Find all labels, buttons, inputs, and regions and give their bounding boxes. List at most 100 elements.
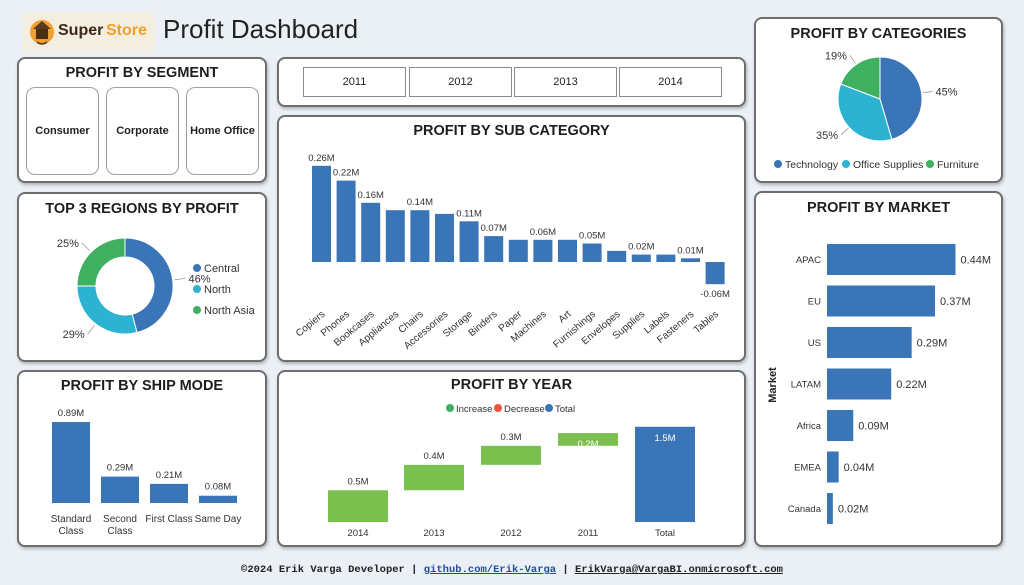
year-tick-total: Total [655,528,675,539]
segment-card: PROFIT BY SEGMENT Consumer Corporate Hom… [17,57,267,183]
subcategory-bar-supplies [631,254,651,262]
segment-button-corporate[interactable]: Corporate [106,87,179,175]
category-value-label: 45% [935,86,957,98]
market-data-label: 0.22M [896,379,927,391]
footer-separator: | [562,564,569,576]
subcategory-data-label: 0.16M [357,190,383,201]
market-tick-apac: APAC [796,255,821,266]
year-tick-2013: 2013 [423,528,444,539]
year-legend-total: Total [555,404,575,415]
region-legend-marker [193,264,201,272]
subcategory-bar-art [558,239,577,262]
year-bar-2013 [404,464,464,491]
shipmode-tick-label: Second [103,514,137,525]
footer: ©2024 Erik Varga Developer | github.com/… [0,564,1024,576]
email-link[interactable]: ErikVarga@VargaBI.onmicrosoft.com [575,564,783,576]
year-data-label: 0.4M [423,451,444,462]
market-data-label: 0.02M [838,504,869,516]
subcategory-title: PROFIT BY SUB CATEGORY [413,123,610,139]
regions-title: TOP 3 REGIONS BY PROFIT [45,201,239,217]
categories-pie-chart: 45% 35% 19% Technology Office Supplies Furnit… [774,50,979,171]
year-tick-2014: 2014 [347,528,368,539]
market-axis-label: Market [767,367,779,403]
subcategory-bar-labels [656,254,676,262]
subcategory-bar-fasteners [681,258,700,262]
category-leader-line [840,127,849,136]
categories-title: PROFIT BY CATEGORIES [790,26,967,42]
shipmode-bar-chart: 0.89MStandardClass0.29MSecondClass0.21MF… [51,408,242,537]
shipmode-data-label: 0.29M [107,463,133,474]
category-leader-line [922,91,933,94]
subcategory-bar-accessories [435,213,454,262]
market-bar-emea [827,451,839,483]
shipmode-bar-first-class [150,483,188,503]
market-tick-emea: EMEA [794,463,822,474]
logo-word-super: Super [58,22,104,39]
category-slice-office-supplies [837,83,893,142]
market-data-label: 0.09M [858,421,889,433]
market-tick-latam: LATAM [791,380,821,391]
subcategory-data-label: 0.26M [308,153,334,164]
subcategory-tick-art: Art [557,309,574,326]
year-legend-marker [545,404,553,412]
subcategory-data-label: 0.06M [530,227,556,238]
region-slice-central [124,237,174,334]
category-legend-marker [774,160,782,168]
year-bar-2014 [328,490,388,522]
github-link[interactable]: github.com/Erik-Varga [423,564,557,576]
subcategory-bar-appliances [385,210,405,262]
page-title: Profit Dashboard [163,14,359,44]
market-bar-us [827,327,912,358]
year-button-2012[interactable]: 2012 [409,67,512,97]
year-button-2014[interactable]: 2014 [619,67,722,97]
year-button-2011[interactable]: 2011 [303,67,406,97]
market-tick-africa: Africa [797,421,822,432]
year-data-label: 0.3M [500,432,521,443]
market-data-label: 0.44M [960,255,991,267]
market-data-label: 0.37M [940,296,971,308]
subcategory-bar-chart: 0.26MCopiers0.22MPhones0.16MBookcasesApp… [294,153,730,352]
shipmode-bar-standard-class [52,422,90,503]
shipmode-tick-label: Class [107,526,132,537]
market-bar-eu [827,285,936,317]
shipmode-title: PROFIT BY SHIP MODE [60,378,224,394]
year-data-label: 0.5M [347,476,368,487]
year-tick-2012: 2012 [500,528,521,539]
subcategory-bar-binders [484,236,504,262]
category-legend-office-supplies: Office Supplies [853,159,923,171]
segment-title: PROFIT BY SEGMENT [65,65,219,81]
year-button-2013[interactable]: 2013 [514,67,617,97]
market-bar-latam [827,368,892,400]
subcategory-data-label: 0.05M [579,231,605,242]
shipmode-data-label: 0.08M [205,482,231,493]
subcategory-data-label: 0.14M [407,197,433,208]
year-tick-2011: 2011 [578,528,598,539]
region-leader-line [87,325,95,335]
region-value-label: 25% [57,238,79,250]
store-icon [30,20,54,45]
subcategory-bar-storage [459,221,479,262]
segment-button-home-office[interactable]: Home Office [186,87,259,175]
segment-button-consumer[interactable]: Consumer [26,87,99,175]
region-value-label: 29% [63,329,85,341]
year-waterfall-chart: Increase Decrease Total 0.5M 2014 0.4M 2013 0.3… [328,404,695,539]
year-legend-marker [494,404,502,412]
super-store-logo: Super Store [22,12,155,52]
category-legend-marker [842,160,850,168]
market-bar-africa [827,410,854,441]
subcategory-data-label: 0.01M [677,245,703,256]
category-value-label: 19% [825,50,847,62]
market-bar-canada [827,493,833,524]
market-tick-eu: EU [808,297,821,308]
category-legend-marker [926,160,934,168]
category-slice-technology [879,56,923,140]
region-leader-line [174,277,186,281]
subcategory-bar-envelopes [607,250,627,262]
market-bar-chart: Market APAC 0.44M EU 0.37M US 0.29M LATAM 0.22M A… [767,244,991,524]
year-data-label: 0.2M [577,439,598,450]
market-card: PROFIT BY MARKET Market APAC 0.44M EU 0.37M U… [754,191,1003,547]
footer-credit: ©2024 Erik Varga Developer [241,564,405,576]
year-bar-total [635,426,695,522]
shipmode-bar-same-day [199,495,237,503]
year-legend-increase: Increase [456,404,492,415]
